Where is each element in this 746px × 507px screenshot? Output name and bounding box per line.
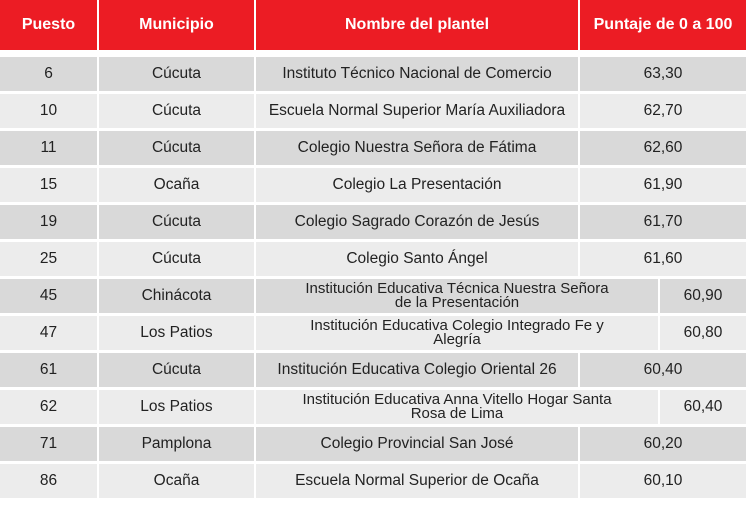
puntaje-cell: 60,80 xyxy=(660,316,746,350)
municipio-cell: Los Patios xyxy=(99,390,254,424)
table-header: Puesto Municipio Nombre del plantel Punt… xyxy=(0,0,746,50)
puntaje-cell: 62,70 xyxy=(580,94,746,128)
table-row: 62 Los Patios Institución Educativa Anna V… xyxy=(0,390,746,424)
municipio-cell: Los Patios xyxy=(99,316,254,350)
table-row: 45 Chinácota Institución Educativa Técnica… xyxy=(0,279,746,313)
puntaje-cell: 60,10 xyxy=(580,464,746,498)
header-nombre-plantel: Nombre del plantel xyxy=(256,0,578,50)
plantel-cell: Escuela Normal Superior María Auxiliador… xyxy=(256,94,578,128)
header-puntaje: Puntaje de 0 a 100 xyxy=(580,0,746,50)
table-row: 86 Ocaña Escuela Normal Superior de Ocaña 6… xyxy=(0,464,746,498)
puesto-cell: 71 xyxy=(0,427,97,461)
municipio-cell: Cúcuta xyxy=(99,205,254,239)
table-row: 10 Cúcuta Escuela Normal Superior María Au… xyxy=(0,94,746,128)
municipio-cell: Pamplona xyxy=(99,427,254,461)
municipio-cell: Cúcuta xyxy=(99,353,254,387)
municipio-cell: Chinácota xyxy=(99,279,254,313)
puntaje-cell: 61,70 xyxy=(580,205,746,239)
table-row: 6 Cúcuta Instituto Técnico Nacional de Com… xyxy=(0,57,746,91)
table-row: 11 Cúcuta Colegio Nuestra Señora de Fátima… xyxy=(0,131,746,165)
table-row: 19 Cúcuta Colegio Sagrado Corazón de Jesús… xyxy=(0,205,746,239)
plantel-cell: Colegio Santo Ángel xyxy=(256,242,578,276)
puntaje-cell: 61,90 xyxy=(580,168,746,202)
puntaje-cell: 60,90 xyxy=(660,279,746,313)
plantel-cell: Institución Educativa Anna Vitello Hogar… xyxy=(256,390,658,424)
puesto-cell: 19 xyxy=(0,205,97,239)
plantel-cell: Institución Educativa Colegio Oriental 2… xyxy=(256,353,578,387)
municipio-cell: Cúcuta xyxy=(99,131,254,165)
plantel-cell: Instituto Técnico Nacional de Comercio xyxy=(256,57,578,91)
puesto-cell: 6 xyxy=(0,57,97,91)
table-row: 15 Ocaña Colegio La Presentación 61,90 xyxy=(0,168,746,202)
municipio-cell: Cúcuta xyxy=(99,242,254,276)
table-row: 47 Los Patios Institución Educativa Colegi… xyxy=(0,316,746,350)
puesto-cell: 15 xyxy=(0,168,97,202)
municipio-cell: Ocaña xyxy=(99,168,254,202)
puntaje-cell: 63,30 xyxy=(580,57,746,91)
table-row: 61 Cúcuta Institución Educativa Colegio Or… xyxy=(0,353,746,387)
municipio-cell: Cúcuta xyxy=(99,94,254,128)
plantel-cell: Institución Educativa Técnica Nuestra Se… xyxy=(256,279,658,313)
puesto-cell: 47 xyxy=(0,316,97,350)
plantel-cell: Colegio Nuestra Señora de Fátima xyxy=(256,131,578,165)
puntaje-cell: 61,60 xyxy=(580,242,746,276)
table-body: 6 Cúcuta Instituto Técnico Nacional de Com… xyxy=(0,57,746,501)
puesto-cell: 86 xyxy=(0,464,97,498)
plantel-cell: Institución Educativa Colegio Integrado … xyxy=(256,316,658,350)
puesto-cell: 61 xyxy=(0,353,97,387)
municipio-cell: Ocaña xyxy=(99,464,254,498)
puntaje-cell: 60,20 xyxy=(580,427,746,461)
plantel-cell: Colegio Sagrado Corazón de Jesús xyxy=(256,205,578,239)
puesto-cell: 62 xyxy=(0,390,97,424)
puntaje-cell: 60,40 xyxy=(660,390,746,424)
puesto-cell: 10 xyxy=(0,94,97,128)
table-row: 71 Pamplona Colegio Provincial San José 60,… xyxy=(0,427,746,461)
header-municipio: Municipio xyxy=(99,0,254,50)
puntaje-cell: 62,60 xyxy=(580,131,746,165)
table-row: 25 Cúcuta Colegio Santo Ángel 61,60 xyxy=(0,242,746,276)
header-puesto: Puesto xyxy=(0,0,97,50)
plantel-cell: Colegio La Presentación xyxy=(256,168,578,202)
puesto-cell: 45 xyxy=(0,279,97,313)
puesto-cell: 11 xyxy=(0,131,97,165)
plantel-cell: Colegio Provincial San José xyxy=(256,427,578,461)
plantel-cell: Escuela Normal Superior de Ocaña xyxy=(256,464,578,498)
municipio-cell: Cúcuta xyxy=(99,57,254,91)
puntaje-cell: 60,40 xyxy=(580,353,746,387)
puesto-cell: 25 xyxy=(0,242,97,276)
